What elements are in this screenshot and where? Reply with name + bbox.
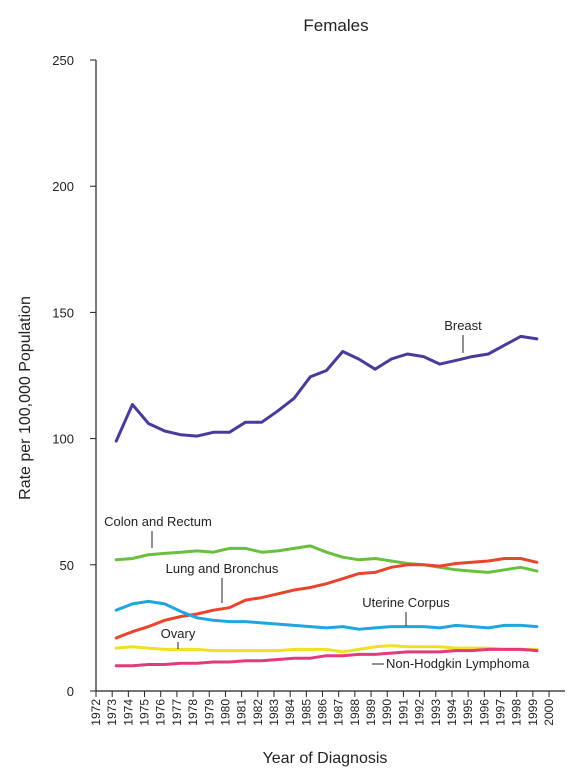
- y-axis-ticks: 0 50 100 150 200 250: [52, 53, 96, 699]
- x-tick-label: 1979: [202, 699, 216, 726]
- series-line-ovary: [114, 644, 539, 654]
- series-line-non-hodgkin-lymphoma: [114, 647, 539, 668]
- y-tick-label: 150: [52, 305, 74, 320]
- x-tick-label: 1972: [89, 699, 103, 726]
- x-tick-label: 1980: [218, 699, 232, 726]
- series-labels: Breast Colon and Rectum Lung and Bronchus U…: [104, 318, 530, 671]
- x-tick-label: 1986: [316, 699, 330, 726]
- x-tick-label: 1999: [526, 699, 540, 726]
- x-tick-label: 1989: [364, 699, 378, 726]
- series-label-non-hodgkin-lymphoma: Non-Hodgkin Lymphoma: [386, 656, 530, 671]
- x-tick-label: 1973: [105, 699, 119, 726]
- x-tick-label: 1977: [170, 699, 184, 726]
- series-lines: [114, 334, 539, 668]
- x-tick-label: 1994: [445, 699, 459, 726]
- series-label-colon-and-rectum: Colon and Rectum: [104, 514, 212, 529]
- x-tick-label: 1996: [477, 699, 491, 726]
- x-tick-label: 1985: [299, 699, 313, 726]
- x-tick-label: 1981: [235, 699, 249, 726]
- series-line-uterine-corpus: [114, 599, 539, 631]
- series-label-ovary: Ovary: [161, 626, 196, 641]
- y-tick-label: 200: [52, 179, 74, 194]
- x-tick-label: 1988: [348, 699, 362, 726]
- x-tick-label: 1982: [251, 699, 265, 726]
- x-tick-label: 1987: [332, 699, 346, 726]
- x-tick-label: 1975: [138, 699, 152, 726]
- series-line-colon-and-rectum: [114, 544, 539, 574]
- series-label-uterine-corpus: Uterine Corpus: [362, 595, 450, 610]
- y-axis-title: Rate per 100,000 Population: [17, 296, 34, 500]
- y-tick-label: 250: [52, 53, 74, 68]
- x-tick-label: 1993: [429, 699, 443, 726]
- axes: [95, 60, 565, 692]
- x-tick-label: 1991: [396, 699, 410, 726]
- x-tick-label: 1983: [267, 699, 281, 726]
- x-tick-label: 1998: [510, 699, 524, 726]
- y-tick-label: 100: [52, 432, 74, 447]
- x-tick-label: 1995: [461, 699, 475, 726]
- x-tick-label: 1978: [186, 699, 200, 726]
- series-line-lung-and-bronchus: [114, 557, 539, 640]
- series-label-breast: Breast: [444, 318, 482, 333]
- x-tick-label: 1974: [121, 699, 135, 726]
- x-tick-label: 1992: [413, 699, 427, 726]
- x-axis-title: Year of Diagnosis: [263, 750, 388, 767]
- y-tick-label: 50: [60, 558, 74, 573]
- x-tick-label: 1997: [494, 699, 508, 726]
- x-tick-label: 1976: [154, 699, 168, 726]
- y-tick-label: 0: [67, 684, 74, 699]
- x-tick-label: 2000: [542, 699, 556, 726]
- series-line-breast: [114, 334, 539, 443]
- x-tick-label: 1984: [283, 699, 297, 726]
- x-tick-label: 1990: [380, 699, 394, 726]
- chart-title: Females: [303, 16, 368, 35]
- x-axis-ticks: 1972 1973 1974 1975 1976 1977 1978 1979 1980 1981…: [89, 691, 556, 726]
- series-label-lung-and-bronchus: Lung and Bronchus: [166, 561, 279, 576]
